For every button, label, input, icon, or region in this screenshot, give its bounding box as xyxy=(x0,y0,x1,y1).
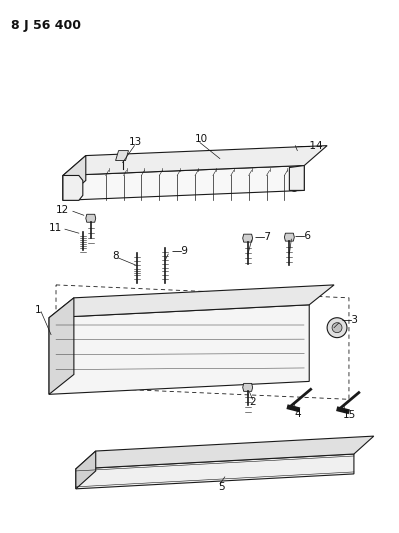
Text: 13: 13 xyxy=(128,136,142,147)
Ellipse shape xyxy=(233,308,255,318)
Ellipse shape xyxy=(173,345,207,367)
Text: 8 J 56 400: 8 J 56 400 xyxy=(11,19,81,33)
Ellipse shape xyxy=(113,344,148,366)
Ellipse shape xyxy=(313,447,351,463)
Text: 11: 11 xyxy=(49,223,62,233)
Text: 10: 10 xyxy=(195,134,208,144)
Polygon shape xyxy=(49,305,309,394)
Ellipse shape xyxy=(179,350,201,364)
Polygon shape xyxy=(116,151,128,160)
Ellipse shape xyxy=(237,310,251,316)
Polygon shape xyxy=(243,234,253,242)
Polygon shape xyxy=(289,166,304,190)
Polygon shape xyxy=(284,233,294,241)
Ellipse shape xyxy=(228,449,266,465)
Ellipse shape xyxy=(239,352,261,366)
Ellipse shape xyxy=(230,318,242,323)
Circle shape xyxy=(140,299,148,307)
Ellipse shape xyxy=(262,318,281,327)
Circle shape xyxy=(132,462,138,468)
Text: —14: —14 xyxy=(299,141,323,151)
Text: 4: 4 xyxy=(294,409,301,419)
Text: 5: 5 xyxy=(218,482,225,492)
Ellipse shape xyxy=(87,312,99,317)
Ellipse shape xyxy=(269,309,290,319)
Circle shape xyxy=(291,458,297,464)
Ellipse shape xyxy=(56,350,66,369)
Circle shape xyxy=(332,322,342,333)
Ellipse shape xyxy=(130,305,143,311)
Circle shape xyxy=(172,461,178,467)
Ellipse shape xyxy=(165,307,179,313)
Circle shape xyxy=(93,463,99,469)
Polygon shape xyxy=(76,451,96,489)
Ellipse shape xyxy=(194,317,206,322)
Circle shape xyxy=(327,318,347,337)
Polygon shape xyxy=(76,454,354,489)
Ellipse shape xyxy=(120,348,141,361)
Polygon shape xyxy=(76,436,374,469)
Ellipse shape xyxy=(126,303,147,313)
Ellipse shape xyxy=(105,456,132,466)
Ellipse shape xyxy=(185,450,223,466)
Circle shape xyxy=(271,303,279,311)
Circle shape xyxy=(228,302,236,309)
Text: —3: —3 xyxy=(341,314,358,325)
Ellipse shape xyxy=(226,316,246,325)
Text: —6: —6 xyxy=(294,231,311,241)
Polygon shape xyxy=(86,214,96,222)
Ellipse shape xyxy=(161,305,183,315)
Circle shape xyxy=(296,150,302,156)
Ellipse shape xyxy=(190,315,210,324)
Ellipse shape xyxy=(100,453,137,469)
Ellipse shape xyxy=(90,302,112,312)
Text: 12: 12 xyxy=(56,205,69,215)
Ellipse shape xyxy=(119,312,138,321)
Ellipse shape xyxy=(273,311,286,317)
Ellipse shape xyxy=(142,452,180,468)
Text: —9: —9 xyxy=(171,246,188,256)
Circle shape xyxy=(72,191,80,199)
Circle shape xyxy=(97,298,105,306)
Polygon shape xyxy=(63,175,83,200)
Circle shape xyxy=(184,300,192,308)
Polygon shape xyxy=(63,166,304,200)
Ellipse shape xyxy=(122,314,134,319)
Circle shape xyxy=(293,147,305,158)
Ellipse shape xyxy=(94,304,108,310)
Polygon shape xyxy=(63,146,327,175)
Ellipse shape xyxy=(154,313,174,322)
Ellipse shape xyxy=(190,453,218,464)
Ellipse shape xyxy=(318,449,346,461)
Text: 2: 2 xyxy=(250,397,256,407)
Polygon shape xyxy=(63,156,86,200)
Circle shape xyxy=(212,460,218,466)
Text: 15: 15 xyxy=(343,410,356,420)
Ellipse shape xyxy=(266,320,277,325)
Polygon shape xyxy=(49,285,334,318)
Ellipse shape xyxy=(224,158,246,167)
Ellipse shape xyxy=(147,454,175,465)
Ellipse shape xyxy=(233,452,261,463)
Text: 1: 1 xyxy=(35,305,42,315)
Ellipse shape xyxy=(232,348,267,369)
Ellipse shape xyxy=(275,451,303,462)
Circle shape xyxy=(290,183,298,191)
Text: 8: 8 xyxy=(113,251,119,261)
Ellipse shape xyxy=(201,308,215,314)
Ellipse shape xyxy=(83,310,103,319)
Text: —7: —7 xyxy=(255,232,272,242)
Ellipse shape xyxy=(271,448,308,464)
Ellipse shape xyxy=(197,306,219,316)
Polygon shape xyxy=(49,298,74,394)
Circle shape xyxy=(331,457,337,463)
Ellipse shape xyxy=(158,315,170,320)
Polygon shape xyxy=(243,383,253,391)
Circle shape xyxy=(252,459,258,465)
